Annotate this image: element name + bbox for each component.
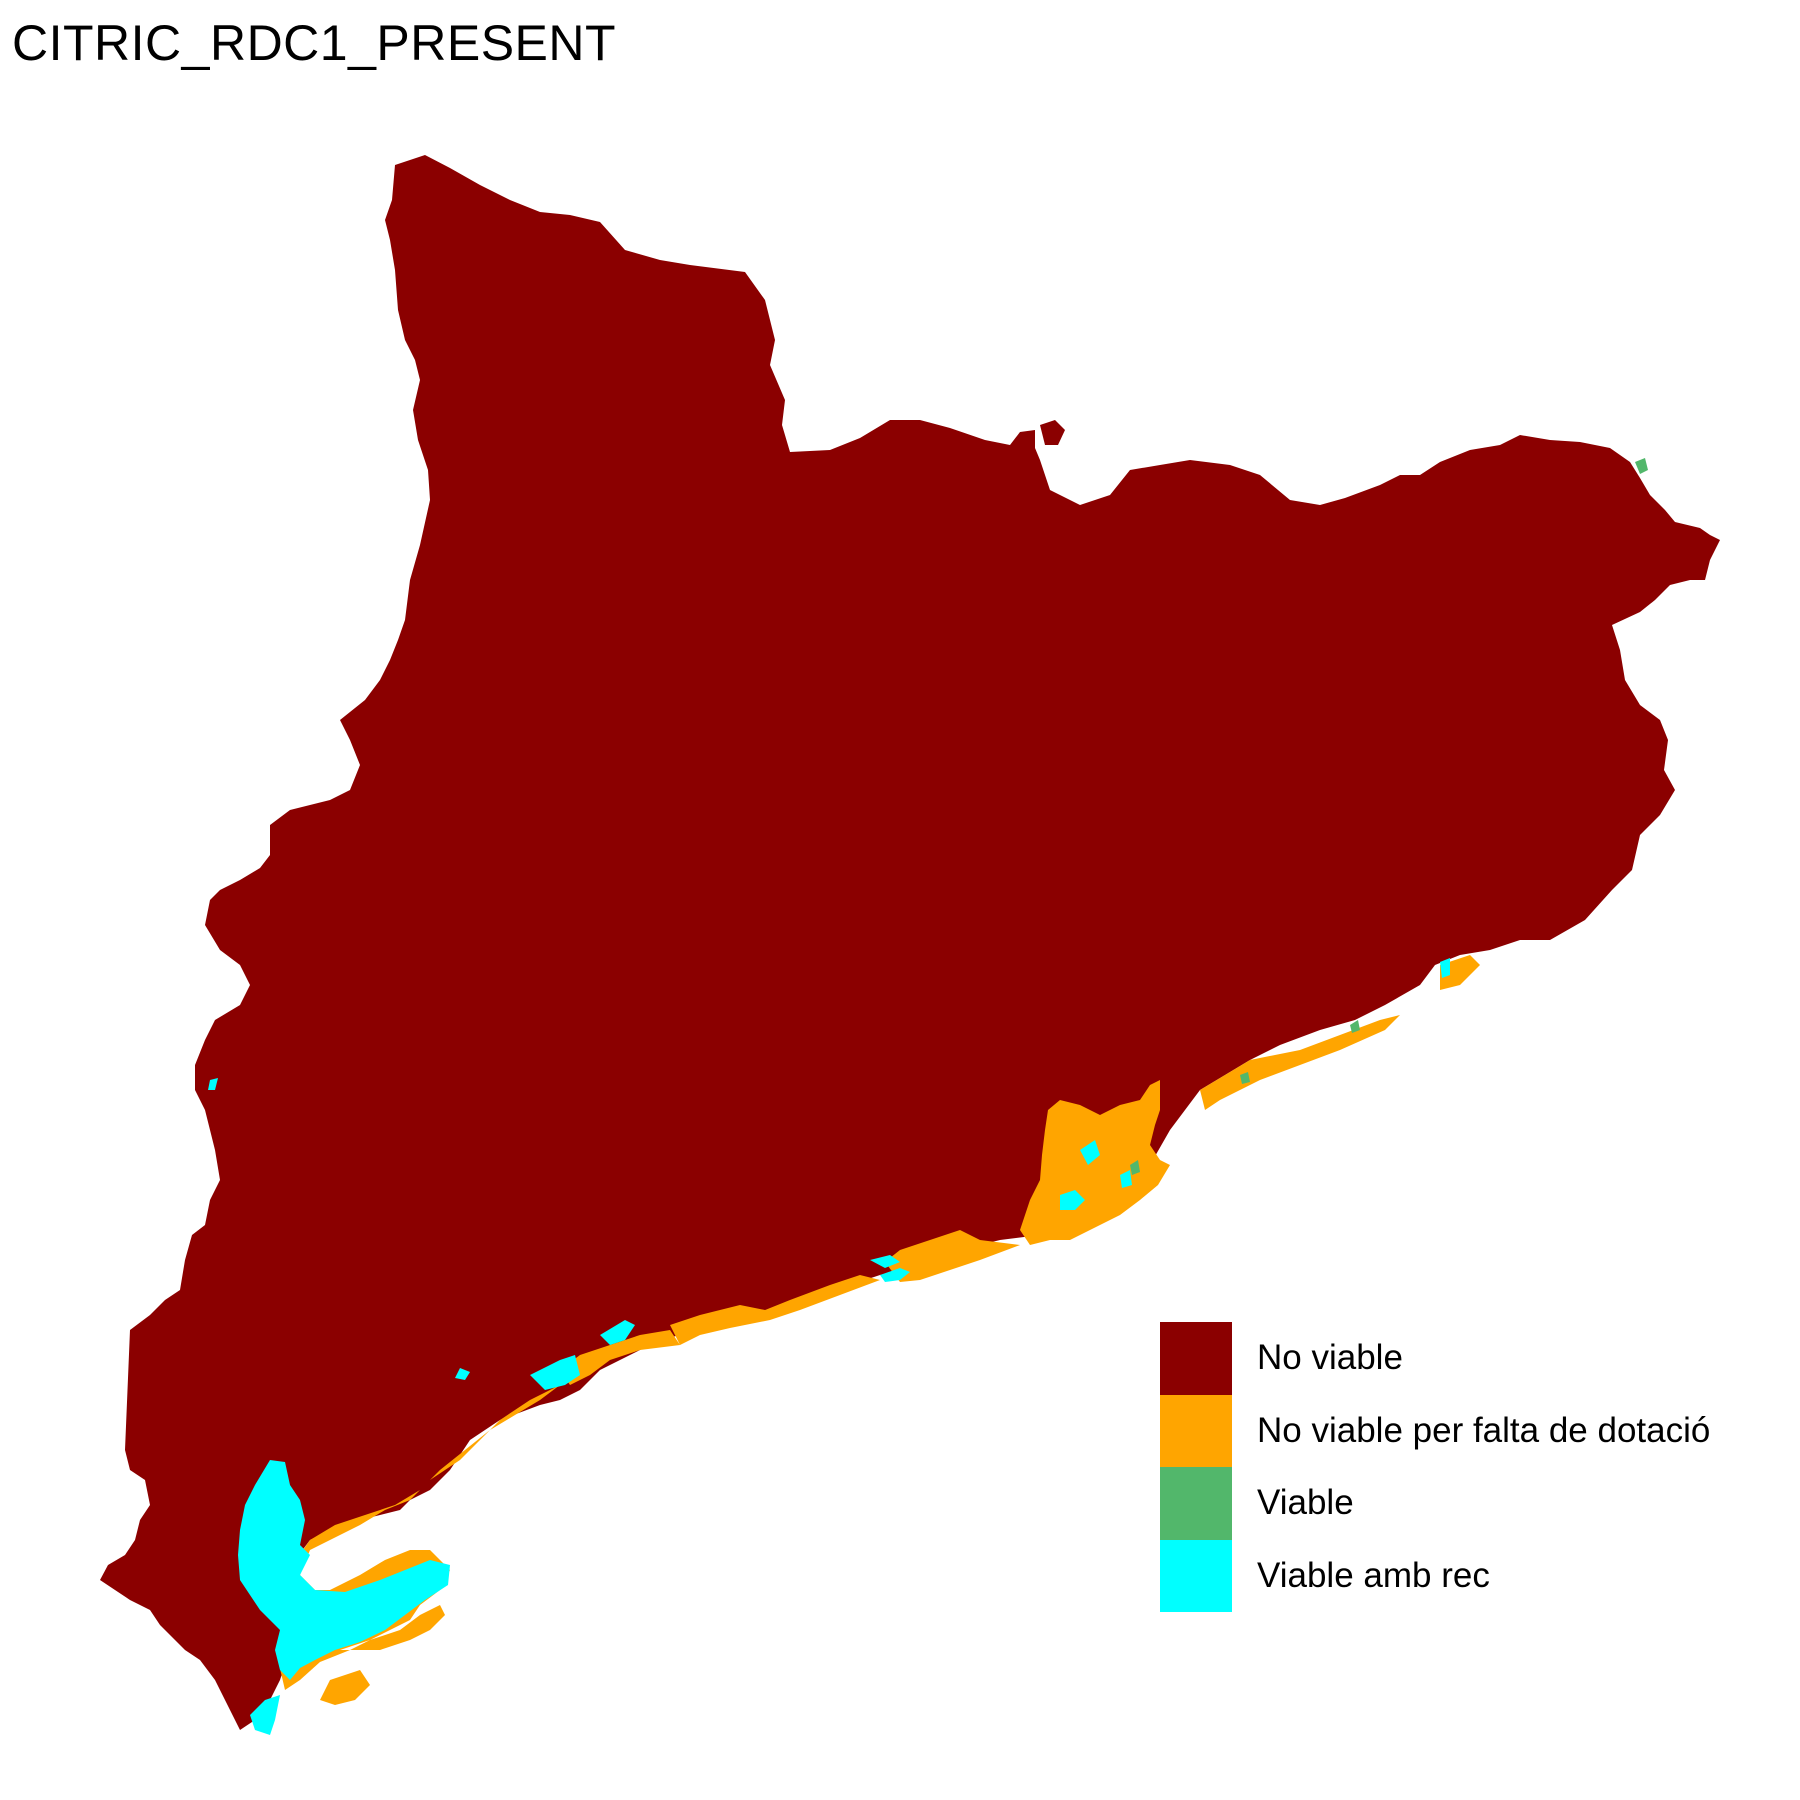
legend-label: Viable: [1257, 1483, 1354, 1523]
legend-item-viable-amb-rec: Viable amb rec: [1160, 1539, 1710, 1612]
region-enclave: [1040, 420, 1065, 445]
legend-item-no-viable: No viable: [1160, 1322, 1710, 1395]
legend-swatch-viable: [1160, 1467, 1232, 1540]
legend-label: No viable: [1257, 1338, 1403, 1378]
map-title: CITRIC_RDC1_PRESENT: [12, 15, 617, 71]
legend-swatch-viable-amb-rec: [1160, 1539, 1232, 1612]
region-no-viable: [100, 155, 1720, 1730]
legend-swatch-no-viable-dotacio: [1160, 1394, 1232, 1467]
legend-label: No viable per falta de dotació: [1257, 1410, 1711, 1450]
legend-item-no-viable-dotacio: No viable per falta de dotació: [1160, 1394, 1711, 1467]
legend-item-viable: Viable: [1160, 1467, 1710, 1540]
legend-swatch-no-viable: [1160, 1322, 1232, 1395]
legend-label: Viable amb rec: [1257, 1555, 1490, 1595]
map-legend: No viable No viable per falta de dotació…: [1160, 1322, 1710, 1612]
